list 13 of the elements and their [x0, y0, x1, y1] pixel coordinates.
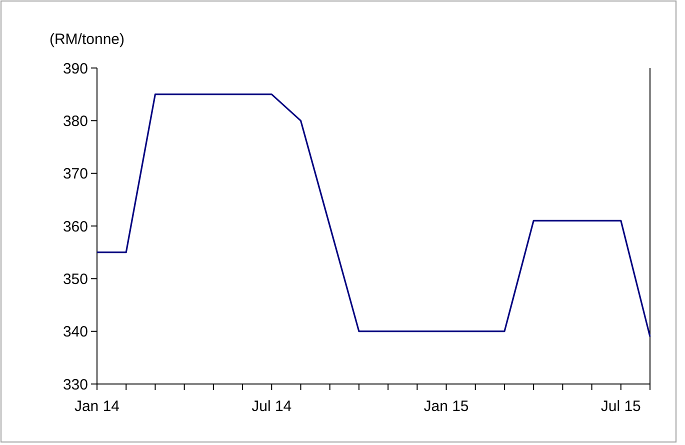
x-tick-label: Jan 14: [74, 398, 120, 415]
y-tick-label: 390: [62, 60, 88, 78]
y-tick-label: 350: [62, 270, 88, 288]
y-tick-label: 330: [62, 376, 88, 394]
x-tick-label: Jan 15: [424, 398, 469, 415]
y-axis-title: (RM/tonne): [49, 31, 125, 48]
y-tick-label: 360: [62, 218, 88, 236]
line-series: [96, 94, 651, 338]
x-tick-label: Jul 14: [252, 398, 292, 415]
y-tick-label: 340: [62, 324, 88, 341]
y-tick-label: 370: [62, 166, 88, 183]
y-tick-label: 380: [62, 112, 88, 130]
x-tick-label: Jul 15: [600, 398, 641, 415]
